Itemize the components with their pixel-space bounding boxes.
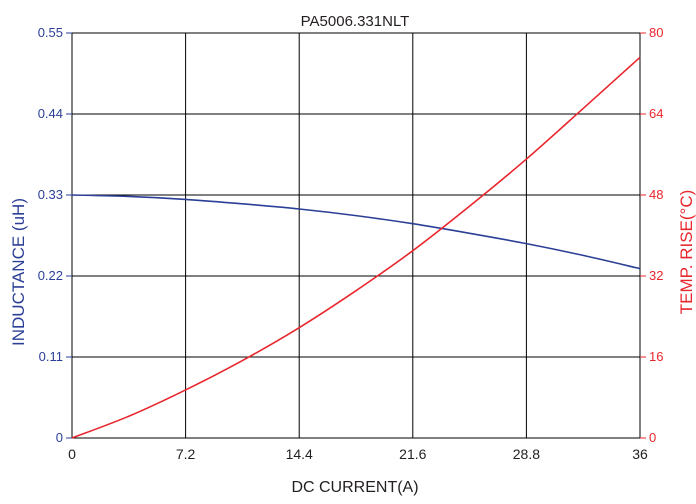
x-tick-label: 7.2 — [176, 446, 196, 462]
plot-frame — [71, 32, 641, 439]
y-right-tick-label: 16 — [649, 349, 663, 364]
y-right-tick-label: 48 — [649, 187, 663, 202]
x-tick-label: 36 — [632, 446, 648, 462]
right-axis-ticks: 0 16 32 48 64 80 — [640, 25, 663, 445]
x-tick-label: 21.6 — [399, 446, 426, 462]
x-tick-label: 14.4 — [286, 446, 313, 462]
y-right-tick-label: 0 — [649, 430, 656, 445]
y-right-tick-label: 64 — [649, 106, 663, 121]
y-left-tick-label: 0.33 — [38, 187, 63, 202]
x-axis-ticks: 0 7.2 14.4 21.6 28.8 36 — [68, 446, 648, 462]
y-axis-right-label: TEMP. RISE(°C) — [677, 190, 696, 315]
x-tick-label: 0 — [68, 446, 76, 462]
y-axis-left-label: INDUCTANCE (uH) — [9, 198, 28, 346]
grid-lines — [71, 32, 641, 439]
y-left-tick-label: 0.22 — [38, 268, 63, 283]
y-right-tick-label: 32 — [649, 268, 663, 283]
x-tick-label: 28.8 — [513, 446, 540, 462]
y-left-tick-label: 0.55 — [38, 25, 63, 40]
inductance-line — [71, 194, 641, 270]
y-left-tick-label: 0.11 — [39, 349, 63, 364]
x-axis-label: DC CURRENT(A) — [291, 479, 418, 496]
left-axis-ticks: 0 0.11 0.22 0.33 0.44 0.55 — [38, 25, 72, 445]
chart-title: PA5006.331NLT — [301, 13, 410, 30]
y-right-tick-label: 80 — [649, 25, 663, 40]
y-left-tick-label: 0.44 — [38, 106, 63, 121]
series-layer — [71, 56, 641, 439]
temperature-rise-line — [71, 56, 641, 439]
y-left-tick-label: 0 — [56, 430, 63, 445]
